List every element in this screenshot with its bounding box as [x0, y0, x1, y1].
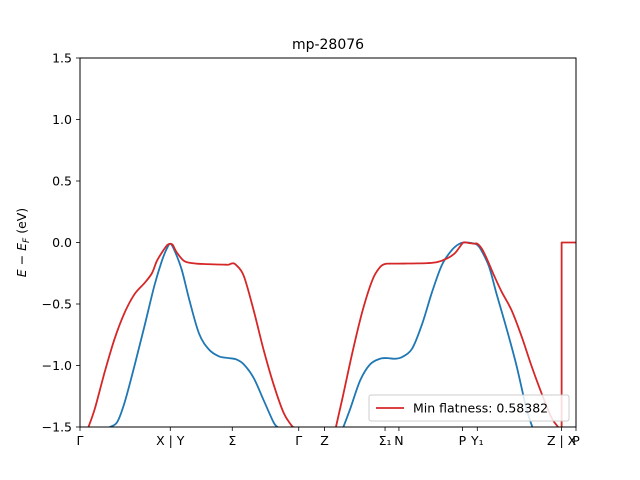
y-axis-label-minus: −	[14, 251, 29, 269]
y-tick-label: −0.5	[42, 297, 72, 312]
x-tick-label: P	[459, 433, 467, 448]
band-line-red-3	[335, 241, 559, 427]
legend-box	[368, 394, 570, 422]
x-tick-label: Z	[320, 433, 329, 448]
legend-entry-label: Min flatness: 0.58382	[413, 401, 548, 416]
plot-frame	[79, 57, 577, 428]
y-axis-label-e: E	[14, 269, 29, 277]
x-tick-label: Σ	[228, 433, 236, 448]
y-tick-label: −1.0	[42, 358, 72, 373]
band-line-blue-0	[109, 242, 279, 427]
y-axis-ticks: −1.5 −1.0 −0.5 0.0 0.5 1.0 1.5	[42, 51, 80, 435]
x-tick-label: Γ	[295, 433, 302, 448]
y-tick-label: 0.5	[52, 174, 72, 189]
y-axis-label: E − EF (eV)	[14, 208, 32, 277]
x-tick-label: Σ₁	[379, 433, 392, 448]
y-axis-label-sub: F	[22, 237, 32, 243]
x-tick-label: N	[394, 433, 403, 448]
band-line-red-2	[87, 242, 294, 427]
x-tick-label: Y₁	[470, 433, 484, 448]
band-line-blue-1	[342, 241, 534, 427]
legend: Min flatness: 0.58382	[368, 394, 570, 422]
y-tick-label: 0.0	[52, 235, 72, 250]
band-line-red-4	[560, 241, 576, 427]
y-axis-label-unit: (eV)	[14, 208, 29, 238]
plot-lines	[87, 241, 576, 427]
y-axis-label-ef: E	[14, 243, 29, 251]
chart-title: mp-28076	[292, 37, 364, 53]
y-tick-label: 1.0	[52, 112, 72, 127]
y-tick-label: 1.5	[52, 51, 72, 66]
x-tick-label: Z | X	[547, 433, 577, 448]
y-tick-label: −1.5	[42, 420, 72, 435]
x-tick-label: Γ	[77, 433, 84, 448]
x-tick-label: X | Y	[156, 433, 185, 448]
x-tick-label: P	[572, 433, 580, 448]
